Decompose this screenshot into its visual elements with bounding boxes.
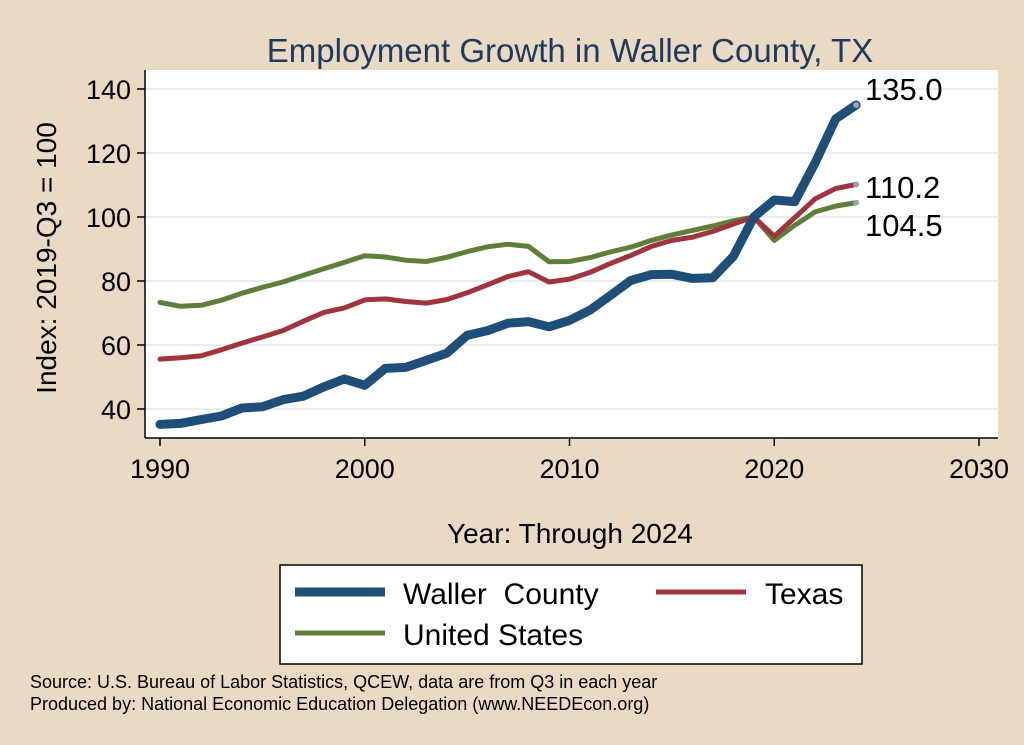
legend <box>279 564 863 665</box>
end-label-waller-county: 135.0 <box>865 72 943 107</box>
x-tick-label-2010: 2010 <box>539 454 599 484</box>
end-label-united-states: 104.5 <box>865 208 943 243</box>
axes: 40 60 80 100 120 140 1990 2000 2010 2020 2030 <box>86 70 1009 484</box>
x-tick-label-2030: 2030 <box>949 454 1009 484</box>
end-label-texas: 110.2 <box>865 170 940 205</box>
y-tick-label-80: 80 <box>101 267 131 297</box>
legend-items: Waller County Texas United States <box>295 578 843 652</box>
x-tick-label-2000: 2000 <box>335 454 395 484</box>
produced-by-note: Produced by: National Economic Education… <box>30 694 649 714</box>
legend-label-1: Texas <box>765 578 843 611</box>
y-tick-label-140: 140 <box>86 75 131 105</box>
x-tick-label-2020: 2020 <box>744 454 804 484</box>
series-end-point-2 <box>853 199 860 206</box>
series-lines <box>155 100 861 429</box>
series-line-waller-county <box>155 100 861 429</box>
y-tick-label-100: 100 <box>86 203 131 233</box>
source-note: Source: U.S. Bureau of Labor Statistics,… <box>30 672 657 692</box>
y-axis-label: Index: 2019-Q3 = 100 <box>31 122 62 394</box>
y-tick-label-40: 40 <box>101 395 131 425</box>
legend-label-0: Waller County <box>403 578 599 611</box>
series-line-texas <box>157 181 859 362</box>
y-tick-label-120: 120 <box>86 139 131 169</box>
series-end-point-0 <box>853 102 860 108</box>
series-end-point-1 <box>853 181 860 188</box>
plot-area <box>145 70 998 438</box>
y-tick-label-60: 60 <box>101 331 131 361</box>
x-tick-label-1990: 1990 <box>130 454 190 484</box>
legend-label-2: United States <box>403 619 583 652</box>
chart-title: Employment Growth in Waller County, TX <box>267 32 873 69</box>
x-axis-label: Year: Through 2024 <box>447 518 693 549</box>
